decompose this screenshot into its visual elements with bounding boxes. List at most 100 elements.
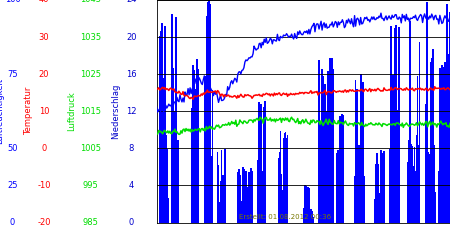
Text: Niederschlag: Niederschlag (112, 84, 121, 139)
Bar (161, 23, 162, 222)
Bar (195, 88, 197, 222)
Bar (331, 58, 333, 222)
Bar (410, 21, 411, 222)
Text: 1015: 1015 (81, 107, 101, 116)
Bar (412, 146, 414, 222)
Bar (191, 108, 193, 222)
Bar (414, 172, 416, 222)
Bar (307, 186, 309, 222)
Bar (429, 154, 431, 222)
Bar (342, 115, 344, 222)
Bar (311, 211, 313, 222)
Bar (243, 170, 245, 222)
Bar (167, 198, 169, 222)
Bar (196, 59, 198, 222)
Bar (355, 80, 356, 222)
Bar (194, 199, 196, 222)
Bar (438, 171, 440, 222)
Bar (204, 76, 206, 222)
Bar (395, 26, 397, 222)
Bar (287, 135, 288, 222)
Bar (439, 68, 441, 222)
Bar (362, 82, 364, 222)
Bar (325, 111, 327, 222)
Bar (283, 138, 284, 222)
Bar (240, 214, 242, 222)
Bar (359, 163, 360, 222)
Bar (425, 104, 427, 222)
Bar (342, 114, 343, 222)
Bar (246, 187, 248, 222)
Bar (280, 174, 283, 222)
Bar (379, 193, 381, 222)
Text: 1035: 1035 (80, 32, 101, 42)
Bar (328, 72, 330, 223)
Bar (360, 74, 361, 222)
Bar (303, 208, 305, 222)
Bar (320, 183, 322, 222)
Bar (448, 54, 450, 222)
Bar (338, 150, 339, 222)
Bar (208, 0, 210, 222)
Bar (441, 65, 443, 222)
Bar (224, 149, 225, 222)
Bar (430, 62, 432, 222)
Bar (431, 58, 432, 222)
Bar (377, 164, 379, 222)
Bar (341, 186, 342, 222)
Text: 0: 0 (41, 144, 46, 153)
Text: 40: 40 (39, 0, 49, 4)
Bar (172, 68, 174, 222)
Bar (279, 152, 280, 222)
Text: 50: 50 (7, 144, 18, 153)
Bar (358, 145, 360, 222)
Bar (375, 164, 377, 222)
Bar (427, 152, 428, 222)
Bar (363, 176, 365, 222)
Bar (211, 156, 212, 222)
Bar (166, 149, 168, 222)
Bar (449, 12, 450, 222)
Bar (414, 147, 415, 222)
Bar (176, 150, 178, 222)
Bar (383, 151, 385, 222)
Text: 30: 30 (39, 32, 49, 42)
Bar (382, 184, 384, 222)
Text: Temperatur: Temperatur (24, 87, 33, 136)
Bar (380, 150, 382, 222)
Bar (279, 131, 281, 222)
Bar (391, 124, 393, 222)
Bar (220, 180, 221, 222)
Bar (237, 172, 239, 222)
Text: -20: -20 (37, 218, 50, 227)
Bar (305, 186, 307, 222)
Text: 995: 995 (83, 181, 99, 190)
Text: 16: 16 (126, 70, 137, 79)
Bar (207, 16, 208, 222)
Bar (444, 62, 446, 222)
Bar (396, 110, 398, 222)
Bar (394, 28, 396, 222)
Bar (306, 189, 308, 222)
Bar (333, 69, 334, 222)
Bar (413, 166, 414, 222)
Text: 24: 24 (126, 0, 137, 4)
Bar (284, 133, 285, 222)
Bar (223, 186, 225, 222)
Bar (250, 168, 252, 222)
Bar (432, 49, 434, 222)
Bar (338, 194, 340, 222)
Bar (284, 132, 287, 222)
Bar (207, 2, 209, 222)
Bar (354, 176, 356, 222)
Bar (357, 164, 359, 222)
Bar (278, 158, 279, 222)
Bar (318, 60, 320, 222)
Bar (304, 186, 306, 222)
Bar (312, 218, 314, 222)
Text: 25: 25 (7, 181, 18, 190)
Bar (264, 100, 266, 222)
Text: 4: 4 (129, 181, 134, 190)
Bar (409, 140, 410, 222)
Bar (177, 140, 179, 222)
